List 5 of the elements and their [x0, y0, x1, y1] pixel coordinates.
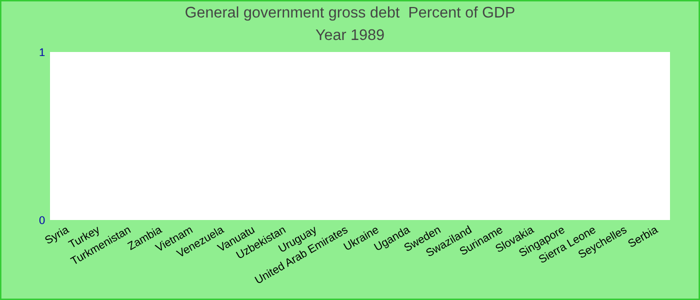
y-tick-label: 1	[40, 48, 45, 56]
chart-title: General government gross debt Percent of GDP	[186, 6, 514, 21]
x-tick-label: Syria	[44, 224, 71, 246]
chart-subtitle: Year 1989	[316, 29, 384, 40]
y-tick-label: 0	[39, 216, 45, 224]
